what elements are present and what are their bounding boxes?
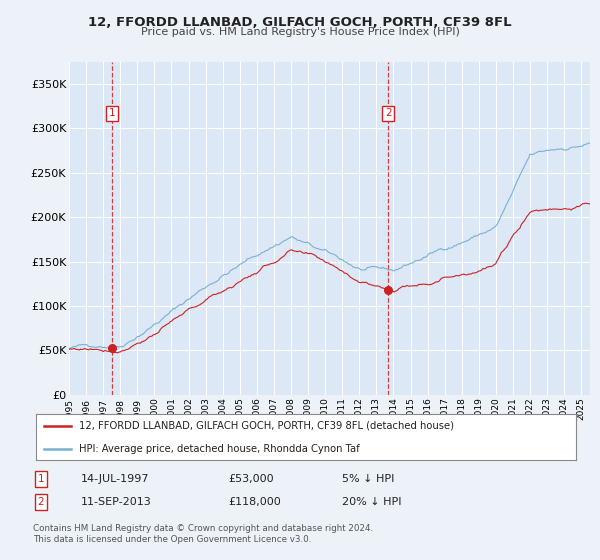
- Text: 12, FFORDD LLANBAD, GILFACH GOCH, PORTH, CF39 8FL: 12, FFORDD LLANBAD, GILFACH GOCH, PORTH,…: [88, 16, 512, 29]
- Text: 12, FFORDD LLANBAD, GILFACH GOCH, PORTH, CF39 8FL (detached house): 12, FFORDD LLANBAD, GILFACH GOCH, PORTH,…: [79, 421, 454, 431]
- Text: Contains HM Land Registry data © Crown copyright and database right 2024.: Contains HM Land Registry data © Crown c…: [33, 524, 373, 533]
- Text: 14-JUL-1997: 14-JUL-1997: [81, 474, 149, 484]
- Text: HPI: Average price, detached house, Rhondda Cynon Taf: HPI: Average price, detached house, Rhon…: [79, 444, 360, 454]
- Text: 2: 2: [385, 108, 392, 118]
- Text: £53,000: £53,000: [228, 474, 274, 484]
- Text: 20% ↓ HPI: 20% ↓ HPI: [342, 497, 401, 507]
- Text: This data is licensed under the Open Government Licence v3.0.: This data is licensed under the Open Gov…: [33, 535, 311, 544]
- Text: Price paid vs. HM Land Registry's House Price Index (HPI): Price paid vs. HM Land Registry's House …: [140, 27, 460, 37]
- Text: 2: 2: [37, 497, 44, 507]
- Text: 5% ↓ HPI: 5% ↓ HPI: [342, 474, 394, 484]
- Text: 1: 1: [37, 474, 44, 484]
- Text: 1: 1: [109, 108, 116, 118]
- Text: 11-SEP-2013: 11-SEP-2013: [81, 497, 152, 507]
- Text: £118,000: £118,000: [228, 497, 281, 507]
